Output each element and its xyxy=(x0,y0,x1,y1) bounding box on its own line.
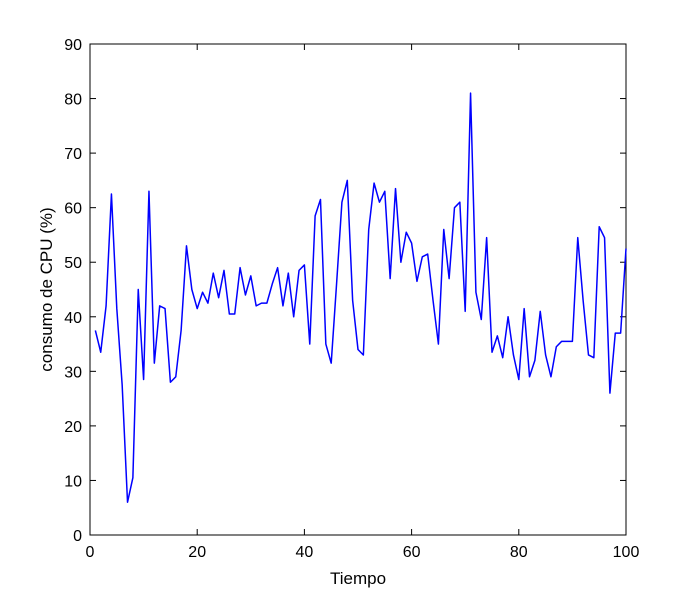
y-tick-label: 20 xyxy=(64,419,82,436)
y-tick-label: 70 xyxy=(64,146,82,163)
x-tick-label: 40 xyxy=(296,544,314,561)
y-tick-label: 0 xyxy=(73,528,82,545)
axis-ticks xyxy=(89,43,627,536)
y-tick-label: 10 xyxy=(64,473,82,490)
x-tick-label: 20 xyxy=(188,544,206,561)
y-tick-label: 40 xyxy=(64,310,82,327)
y-tick-label: 60 xyxy=(64,201,82,218)
x-tick-label: 80 xyxy=(510,544,528,561)
x-axis-label: Tiempo xyxy=(330,569,386,588)
x-tick-label: 60 xyxy=(403,544,421,561)
axis-tick-labels: 0 20 40 60 80 100 0 10 20 30 40 50 60 70 80 90 xyxy=(64,37,639,561)
cpu-series-line xyxy=(94,92,627,504)
y-tick-label: 30 xyxy=(64,364,82,381)
x-tick-label: 100 xyxy=(613,544,640,561)
plot-area xyxy=(89,43,627,536)
y-tick-label: 80 xyxy=(64,92,82,109)
x-tick-label: 0 xyxy=(86,544,95,561)
y-axis-label: consumo de CPU (%) xyxy=(37,207,56,371)
y-tick-label: 50 xyxy=(64,255,82,272)
y-tick-label: 90 xyxy=(64,37,82,54)
